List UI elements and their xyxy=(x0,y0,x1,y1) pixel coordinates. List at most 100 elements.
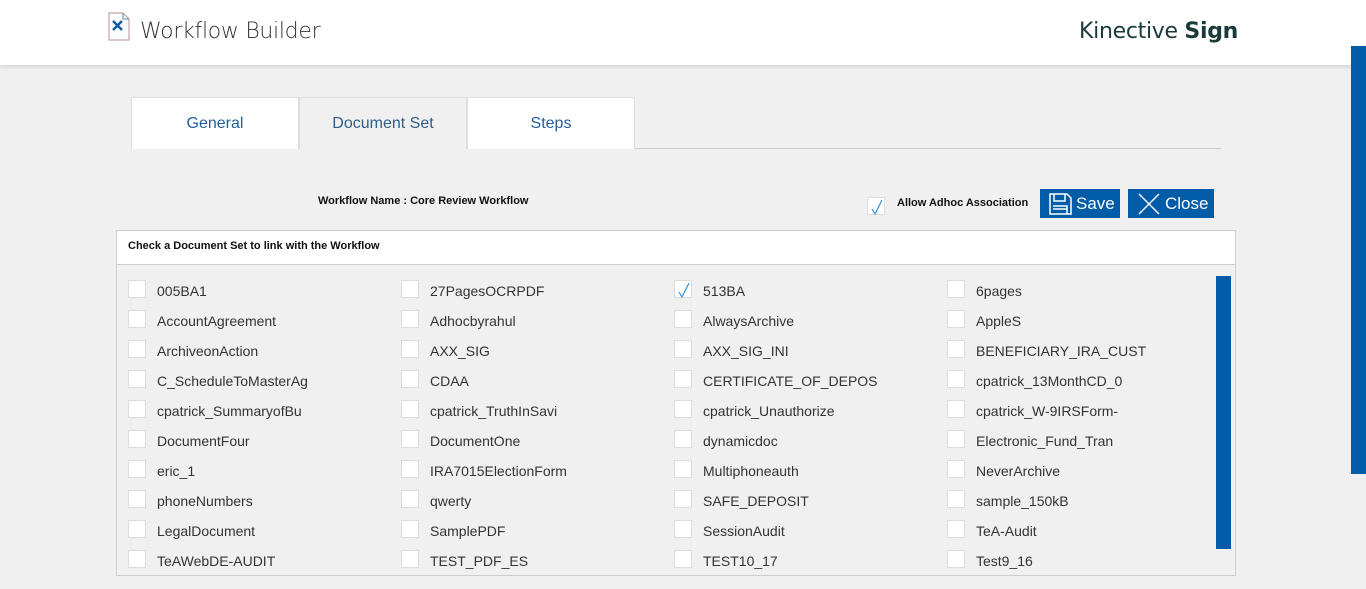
panel-heading: Check a Document Set to link with the Wo… xyxy=(117,231,1235,265)
document-set-checkbox[interactable] xyxy=(401,310,419,328)
document-set-checkbox[interactable] xyxy=(128,400,146,418)
document-set-checkbox[interactable] xyxy=(128,550,146,568)
save-icon xyxy=(1049,192,1072,215)
document-set-panel: Check a Document Set to link with the Wo… xyxy=(116,230,1236,576)
tab-general[interactable]: General xyxy=(131,97,299,149)
app-header: Workflow Builder Kinective Sign xyxy=(0,0,1366,65)
document-set-label: 27PagesOCRPDF xyxy=(430,283,545,299)
document-set-label: 513BA xyxy=(703,283,746,299)
document-set-label: dynamicdoc xyxy=(703,433,778,449)
document-set-label: 005BA1 xyxy=(157,283,207,299)
document-set-checkbox[interactable] xyxy=(674,550,692,568)
close-icon xyxy=(1138,192,1160,215)
document-set-label: qwerty xyxy=(430,493,472,509)
document-set-checkbox[interactable] xyxy=(674,520,692,538)
tab-steps[interactable]: Steps xyxy=(467,97,635,149)
document-set-checkbox[interactable] xyxy=(401,280,419,298)
close-button[interactable]: Close xyxy=(1128,189,1214,218)
document-set-checkbox[interactable] xyxy=(947,550,965,568)
close-label: Close xyxy=(1165,193,1209,213)
document-set-label: CDAA xyxy=(430,373,469,389)
document-set-label: AlwaysArchive xyxy=(703,313,795,329)
document-set-label: SessionAudit xyxy=(703,523,785,539)
document-set-checkbox[interactable] xyxy=(947,460,965,478)
document-set-label: cpatrick_13MonthCD_0 xyxy=(976,373,1123,389)
document-set-label: eric_1 xyxy=(157,463,196,479)
allow-adhoc-label: Allow Adhoc Association xyxy=(897,197,1029,209)
document-set-label: AXX_SIG_INI xyxy=(703,343,789,359)
document-set-label: AppleS xyxy=(976,313,1022,329)
document-set-checkbox[interactable] xyxy=(947,520,965,538)
document-set-checkbox[interactable] xyxy=(947,340,965,358)
document-set-checkbox[interactable] xyxy=(947,490,965,508)
page-scrollbar[interactable] xyxy=(1351,46,1366,474)
document-set-label: AccountAgreement xyxy=(157,313,277,329)
document-set-label: AXX_SIG xyxy=(430,343,490,359)
workflow-document-icon xyxy=(108,12,130,41)
document-set-checkbox[interactable] xyxy=(401,370,419,388)
workflow-name: Workflow Name : Core Review Workflow xyxy=(318,195,529,207)
document-set-checkbox[interactable] xyxy=(947,430,965,448)
document-set-label: phoneNumbers xyxy=(157,493,253,509)
document-set-label: TEST10_17 xyxy=(703,553,778,569)
document-set-checkbox[interactable] xyxy=(128,460,146,478)
document-set-label: SamplePDF xyxy=(430,523,506,539)
document-set-checkbox[interactable] xyxy=(128,280,146,298)
document-set-checkbox[interactable] xyxy=(947,310,965,328)
document-set-checkbox[interactable] xyxy=(674,280,692,299)
document-set-checkbox[interactable] xyxy=(401,490,419,508)
document-set-checkbox[interactable] xyxy=(128,310,146,328)
document-set-checkbox[interactable] xyxy=(674,490,692,508)
document-set-checkbox[interactable] xyxy=(401,550,419,568)
document-set-label: cpatrick_W-9IRSForm- xyxy=(976,403,1119,419)
document-set-checkbox[interactable] xyxy=(128,490,146,508)
document-set-label: Test9_16 xyxy=(976,553,1033,569)
document-set-checkbox[interactable] xyxy=(128,370,146,388)
document-set-label: TEST_PDF_ES xyxy=(430,553,529,569)
document-set-checkbox[interactable] xyxy=(401,460,419,478)
document-set-label: cpatrick_TruthInSavi xyxy=(430,403,558,419)
document-set-label: DocumentFour xyxy=(157,433,250,449)
document-set-checkbox[interactable] xyxy=(947,370,965,388)
tab-document-set[interactable]: Document Set xyxy=(299,97,467,149)
document-set-label: cpatrick_SummaryofBu xyxy=(157,403,302,419)
document-set-checkbox[interactable] xyxy=(401,340,419,358)
document-set-checkbox[interactable] xyxy=(947,280,965,298)
document-set-label: TeAWebDE-AUDIT xyxy=(157,553,276,569)
document-set-checkbox[interactable] xyxy=(401,430,419,448)
document-set-checkbox[interactable] xyxy=(128,430,146,448)
document-set-label: IRA7015ElectionForm xyxy=(430,463,567,479)
brand-logo: Kinective Sign xyxy=(1079,19,1238,44)
save-button[interactable]: Save xyxy=(1040,189,1120,218)
document-set-label: sample_150kB xyxy=(976,493,1069,509)
document-set-checkbox[interactable] xyxy=(674,400,692,418)
document-set-checkbox[interactable] xyxy=(674,340,692,358)
document-set-label: LegalDocument xyxy=(157,523,256,539)
checkmark-icon xyxy=(678,282,690,299)
document-set-label: Adhocbyrahul xyxy=(430,313,516,329)
document-set-label: NeverArchive xyxy=(976,463,1061,479)
allow-adhoc-checkbox[interactable] xyxy=(867,197,885,216)
list-scrollbar[interactable] xyxy=(1216,276,1231,549)
document-set-label: CERTIFICATE_OF_DEPOS xyxy=(703,373,878,389)
document-set-checkbox[interactable] xyxy=(947,400,965,418)
checkmark-icon xyxy=(871,199,883,216)
document-set-label: SAFE_DEPOSIT xyxy=(703,493,809,509)
document-set-label: Electronic_Fund_Tran xyxy=(976,433,1114,449)
document-set-label: 6pages xyxy=(976,283,1022,299)
document-set-checkbox[interactable] xyxy=(674,370,692,388)
document-set-label: C_ScheduleToMasterAg xyxy=(157,373,308,389)
document-set-checkbox[interactable] xyxy=(674,460,692,478)
document-set-checkbox[interactable] xyxy=(128,520,146,538)
document-set-checkbox[interactable] xyxy=(128,340,146,358)
document-set-label: Multiphoneauth xyxy=(703,463,799,479)
document-set-label: BENEFICIARY_IRA_CUST xyxy=(976,343,1147,359)
document-set-label: ArchiveonAction xyxy=(157,343,259,359)
document-set-label: cpatrick_Unauthorize xyxy=(703,403,835,419)
document-set-checkbox[interactable] xyxy=(401,520,419,538)
document-set-checkbox[interactable] xyxy=(674,310,692,328)
save-label: Save xyxy=(1076,193,1115,213)
document-set-checkbox[interactable] xyxy=(674,430,692,448)
app-title: Workflow Builder xyxy=(140,19,321,44)
document-set-checkbox[interactable] xyxy=(401,400,419,418)
